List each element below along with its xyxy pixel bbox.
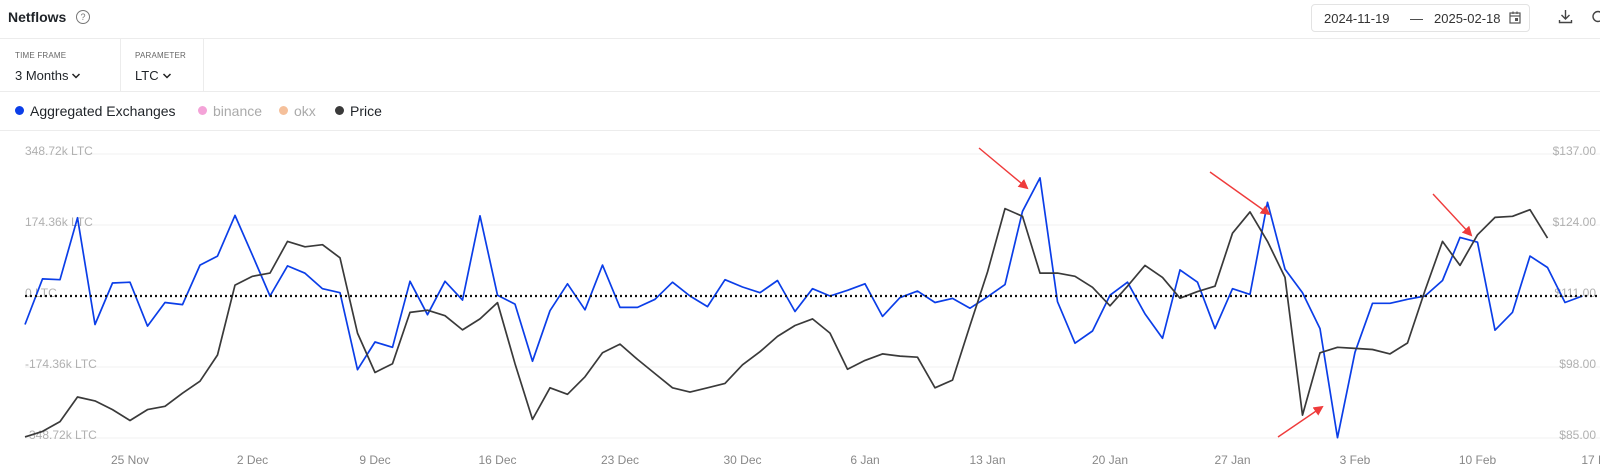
- legend-item-okx[interactable]: okx: [279, 103, 316, 119]
- settings-icon[interactable]: [1590, 9, 1600, 24]
- y-tick-left: 174.36k LTC: [25, 215, 93, 229]
- x-tick: 27 Jan: [1214, 453, 1250, 467]
- chart-legend: Aggregated Exchanges binance okx Price: [0, 92, 1600, 131]
- chevron-down-icon: [72, 73, 81, 79]
- y-tick-left: 348.72k LTC: [25, 144, 93, 158]
- annotation-arrow: [1432, 193, 1473, 237]
- price-line: [24, 207, 1549, 438]
- x-tick: 25 Nov: [111, 453, 149, 467]
- parameter-control[interactable]: PARAMETER LTC: [135, 39, 204, 91]
- help-icon[interactable]: ?: [76, 10, 90, 24]
- time-frame-value: 3 Months: [15, 68, 69, 83]
- x-tick: 30 Dec: [723, 453, 761, 467]
- date-end[interactable]: 2025-02-18: [1434, 11, 1501, 26]
- x-tick: 10 Feb: [1459, 453, 1497, 467]
- legend-item-price[interactable]: Price: [335, 103, 382, 119]
- x-tick: 6 Jan: [850, 453, 879, 467]
- y-tick-right: $124.00: [1553, 215, 1597, 229]
- download-icon[interactable]: [1558, 9, 1573, 24]
- x-tick: 16 Dec: [478, 453, 516, 467]
- legend-item-binance[interactable]: binance: [198, 103, 262, 119]
- x-tick: 3 Feb: [1340, 453, 1371, 467]
- time-frame-control[interactable]: TIME FRAME 3 Months: [15, 39, 121, 91]
- legend-label: okx: [294, 103, 316, 119]
- x-tick: 2 Dec: [237, 453, 268, 467]
- date-range-picker[interactable]: 2024-11-19 — 2025-02-18: [1311, 4, 1530, 32]
- x-tick: 9 Dec: [359, 453, 390, 467]
- x-tick: 13 Jan: [969, 453, 1005, 467]
- parameter-value: LTC: [135, 68, 159, 83]
- y-tick-left: -174.36k LTC: [25, 357, 97, 371]
- legend-dot: [15, 106, 24, 115]
- legend-dot: [279, 106, 288, 115]
- time-frame-select[interactable]: 3 Months: [15, 68, 81, 83]
- chevron-down-icon: [162, 73, 171, 79]
- x-tick: 23 Dec: [601, 453, 639, 467]
- legend-dot: [335, 106, 344, 115]
- time-frame-label: TIME FRAME: [15, 51, 67, 60]
- annotation-arrow: [1209, 171, 1271, 216]
- controls-bar: TIME FRAME 3 Months PARAMETER LTC: [0, 39, 1600, 92]
- legend-label: Aggregated Exchanges: [30, 103, 176, 119]
- date-start[interactable]: 2024-11-19: [1324, 11, 1390, 26]
- legend-item-aggregated-exchanges[interactable]: Aggregated Exchanges: [15, 103, 176, 119]
- header-bar: Netflows ? 2024-11-19 — 2025-02-18: [0, 0, 1600, 39]
- date-separator: —: [1410, 11, 1423, 26]
- y-tick-right: $98.00: [1559, 357, 1596, 371]
- x-tick: 17 Feb: [1581, 453, 1600, 467]
- annotation-arrow: [1277, 405, 1324, 438]
- y-tick-right: $85.00: [1559, 428, 1596, 442]
- parameter-label: PARAMETER: [135, 51, 186, 60]
- y-tick-left: 0 LTC: [25, 286, 57, 300]
- page-title: Netflows: [8, 9, 67, 25]
- legend-dot: [198, 106, 207, 115]
- y-tick-left: -348.72k LTC: [25, 428, 97, 442]
- legend-label: Price: [350, 103, 382, 119]
- calendar-icon[interactable]: [1509, 11, 1521, 24]
- annotation-arrow: [978, 147, 1029, 190]
- netflow-line: [24, 177, 1583, 439]
- parameter-select[interactable]: LTC: [135, 68, 172, 83]
- x-tick: 20 Jan: [1092, 453, 1128, 467]
- y-tick-right: $137.00: [1553, 144, 1597, 158]
- legend-label: binance: [213, 103, 263, 119]
